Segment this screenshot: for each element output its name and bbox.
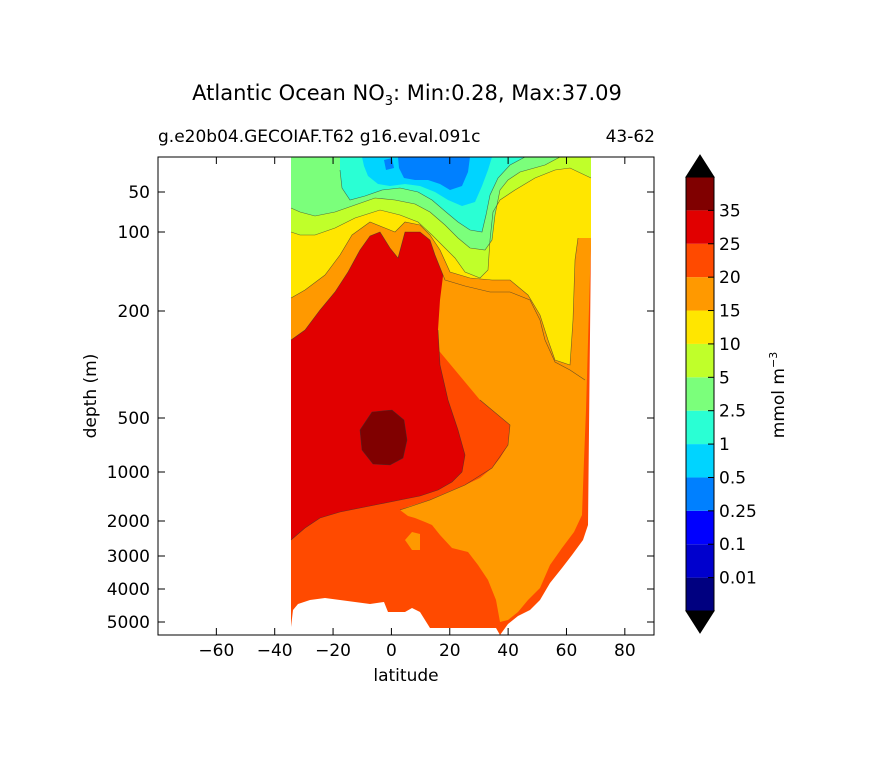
y-tick-label: 2000 xyxy=(107,512,150,532)
colorbar-tick-label: 2.5 xyxy=(719,402,746,422)
contour-15-20-patch xyxy=(405,532,420,550)
y-tick-label: 200 xyxy=(118,302,150,322)
contour-field xyxy=(290,157,592,635)
colorbar-tick-label: 0.5 xyxy=(719,468,746,488)
colorbar-segment xyxy=(686,377,714,411)
plot-frame xyxy=(157,156,655,636)
colorbar-segment xyxy=(686,177,714,211)
colorbar-tick-label: 1 xyxy=(719,435,730,455)
y-tick-label: 50 xyxy=(128,183,150,203)
colorbar-segment xyxy=(686,444,714,478)
colorbar-tick-label: 0.01 xyxy=(719,569,757,589)
x-tick-label: −20 xyxy=(315,641,351,661)
y-tick-label: 5000 xyxy=(107,613,150,633)
y-tick-label: 500 xyxy=(118,409,150,429)
colorbar-segment xyxy=(686,477,714,511)
colorbar-segment xyxy=(686,243,714,278)
colorbar-segment xyxy=(686,277,714,311)
contour-lines xyxy=(290,157,592,541)
bottom-mask xyxy=(291,598,500,635)
x-axis-label: latitude xyxy=(373,666,438,686)
y-tick-label: 1000 xyxy=(107,463,150,483)
colorbar-tick-label: 15 xyxy=(719,302,741,322)
colorbar-tick-label: 20 xyxy=(719,268,741,288)
colorbar-tick-label: 0.25 xyxy=(719,502,757,522)
contour-0.25-0.5 xyxy=(398,157,470,190)
x-tick-label: 20 xyxy=(439,641,461,661)
y-axis-label: depth (m) xyxy=(81,354,101,439)
x-tick-label: −60 xyxy=(198,641,234,661)
chart-subtitle-left: g.e20b04.GECOIAF.T62 g16.eval.091c xyxy=(158,127,480,147)
colorbar-segment xyxy=(686,210,714,244)
colorbar-extend-max xyxy=(685,154,715,178)
colorbar: 0.01 0.1 0.25 0.5 1 2.5 5 10 15 20 25 35 xyxy=(685,154,757,634)
colorbar-segment xyxy=(686,343,714,378)
y-axis: 50 100 200 500 1000 2000 3000 4000 5000 xyxy=(107,183,654,633)
colorbar-segment xyxy=(686,510,714,545)
colorbar-segment xyxy=(686,410,714,445)
x-tick-label: 80 xyxy=(614,641,636,661)
x-tick-label: 0 xyxy=(386,641,397,661)
colorbar-label: mmol m−3 xyxy=(767,352,789,438)
chart-subtitle-right: 43-62 xyxy=(606,127,655,147)
colorbar-tick-label: 5 xyxy=(719,368,730,388)
colorbar-segment xyxy=(686,577,714,611)
colorbar-tick-label: 10 xyxy=(719,335,741,355)
contour-25-35-tongue xyxy=(360,242,433,330)
x-tick-label: −40 xyxy=(257,641,293,661)
y-tick-label: 3000 xyxy=(107,547,150,567)
colorbar-frame xyxy=(685,176,715,612)
contour-35-plus xyxy=(360,410,407,465)
colorbar-segment xyxy=(686,310,714,344)
colorbar-extend-min xyxy=(685,610,715,634)
x-tick-label: 60 xyxy=(556,641,578,661)
colorbar-tick-label: 0.1 xyxy=(719,535,746,555)
y-tick-label: 100 xyxy=(118,223,150,243)
colorbar-tick-label: 35 xyxy=(719,201,741,221)
x-axis: −60 −40 −20 0 20 40 60 80 xyxy=(198,157,636,661)
colorbar-tick-label: 25 xyxy=(719,235,741,255)
colorbar-segment xyxy=(686,544,714,578)
y-tick-label: 4000 xyxy=(107,580,150,600)
x-tick-label: 40 xyxy=(497,641,519,661)
chart-title: Atlantic Ocean NO3: Min:0.28, Max:37.09 xyxy=(192,81,622,109)
